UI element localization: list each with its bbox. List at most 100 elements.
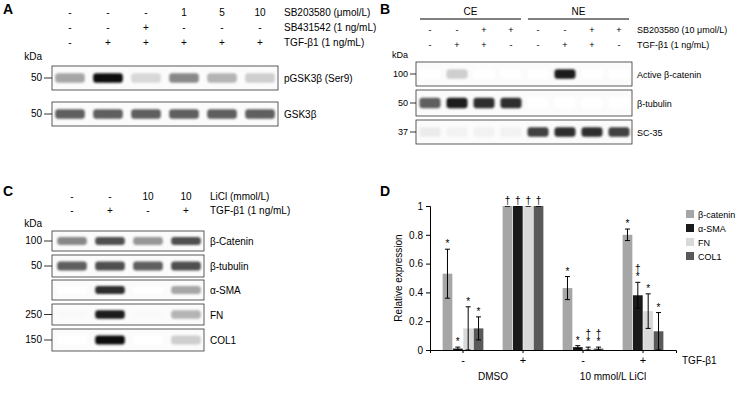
kda-tick — [410, 132, 416, 133]
tick-label: 0 — [417, 345, 423, 356]
blot-band — [55, 109, 85, 119]
error-cap — [536, 206, 541, 207]
blot-band — [171, 336, 201, 345]
blot-frame — [52, 102, 278, 126]
lane-treatment: - — [537, 25, 540, 35]
tick: 0.2 — [409, 316, 430, 327]
significance-mark: * — [446, 238, 450, 249]
kda-tick — [44, 340, 52, 341]
error-cap — [466, 350, 471, 351]
legend-label: COL1 — [698, 252, 722, 262]
tick-label: 0.6 — [409, 258, 423, 269]
lane-treatment: - — [70, 191, 73, 202]
legend: β-cateninα-SMAFNCOL1 — [686, 210, 735, 262]
treatment-label: SB431542 (1 ng/mL) — [284, 22, 376, 33]
error-whisker — [658, 313, 659, 350]
blot-band — [93, 73, 123, 83]
blot-band — [207, 73, 237, 83]
row-label: β-Catenin — [210, 236, 254, 247]
lane-treatment: - — [68, 22, 71, 33]
lane-treatment: + — [589, 25, 594, 35]
y-axis: 00.20.40.60.81 — [409, 201, 430, 356]
lane-treatment: - — [68, 37, 71, 48]
blot-frame — [416, 120, 632, 144]
lane-treatment: - — [510, 40, 513, 50]
lane-treatment: - — [106, 22, 109, 33]
blot-frame — [416, 62, 632, 86]
lane-treatment: + — [105, 37, 111, 48]
significance-mark: * — [646, 283, 650, 294]
error-cap — [526, 206, 531, 207]
blot-band — [473, 69, 494, 79]
tick-mark — [426, 321, 430, 322]
group-label: DMSO — [478, 371, 508, 382]
lane-treatment: + — [481, 25, 486, 35]
error-whisker — [637, 282, 638, 308]
treatment-label: SB203580 (10 μmol/L) — [637, 25, 727, 35]
tick-mark — [426, 206, 430, 207]
blot-frame — [52, 329, 204, 351]
treatment-label: TGF-β1 (1 ng/mL) — [284, 37, 364, 48]
significance-mark: † — [525, 195, 531, 206]
treatment-label: LiCl (mmol/L) — [210, 191, 269, 202]
row-label: COL1 — [210, 335, 237, 346]
annotations: *†***†*†**††***††** — [446, 195, 661, 347]
tick-mark — [426, 350, 430, 351]
tick-label: 0.8 — [409, 230, 423, 241]
kda-title: kDa — [24, 218, 42, 229]
lane-treatment: - — [564, 25, 567, 35]
lane-treatment: + — [183, 205, 189, 216]
error-cap — [515, 206, 520, 207]
error-cap — [635, 308, 640, 309]
significance-mark: * — [456, 336, 460, 347]
lane-treatment: - — [618, 40, 621, 50]
row-label: GSK3β — [284, 109, 317, 120]
blot-band — [473, 127, 494, 137]
blot-band — [527, 127, 548, 137]
tick-mark — [426, 264, 430, 265]
significance-mark: * — [566, 266, 570, 277]
kda-tick — [44, 241, 52, 242]
lane-group-label: CE — [464, 6, 478, 17]
kda-tick — [44, 266, 52, 267]
lane-treatment: - — [106, 7, 109, 18]
blot-frame — [52, 231, 204, 251]
lane-treatment: + — [481, 40, 486, 50]
error-bar — [625, 229, 630, 241]
kda-title: kDa — [24, 51, 42, 62]
error-bar — [466, 307, 471, 350]
bar — [523, 206, 533, 350]
tick: 0.8 — [409, 230, 430, 241]
lane-treatment: + — [454, 40, 459, 50]
blot-panel: BCENE--++--++SB203580 (10 μmol/L)-++--++… — [380, 1, 727, 144]
error-cap — [575, 348, 580, 349]
row-label: Active β-catenin — [637, 70, 701, 80]
error-bar — [656, 313, 661, 350]
blot-band — [554, 69, 575, 79]
blot-band — [55, 73, 85, 83]
plot-area — [443, 206, 664, 350]
row-label: α-SMA — [210, 285, 241, 296]
tick: + — [520, 350, 526, 366]
blot-band — [500, 69, 521, 79]
blot-band — [581, 69, 602, 79]
row-label: SC-35 — [637, 128, 663, 138]
blot-frame — [416, 90, 632, 116]
tick: 0 — [417, 345, 430, 356]
blot-band — [554, 98, 575, 108]
blot-band — [245, 109, 275, 119]
lane-treatment: + — [562, 40, 567, 50]
error-whisker — [447, 249, 448, 298]
bar — [503, 206, 513, 350]
tick-label: - — [461, 354, 465, 366]
significance-mark: * — [626, 218, 630, 229]
blot-band — [419, 69, 440, 79]
error-cap — [515, 206, 520, 207]
kda-tick — [44, 314, 52, 315]
kda-tick — [410, 103, 416, 104]
error-bar — [586, 347, 591, 350]
significance-mark: * — [586, 336, 590, 347]
blot-band — [57, 237, 87, 245]
blot-band — [57, 286, 87, 294]
kda-tick — [410, 74, 416, 75]
